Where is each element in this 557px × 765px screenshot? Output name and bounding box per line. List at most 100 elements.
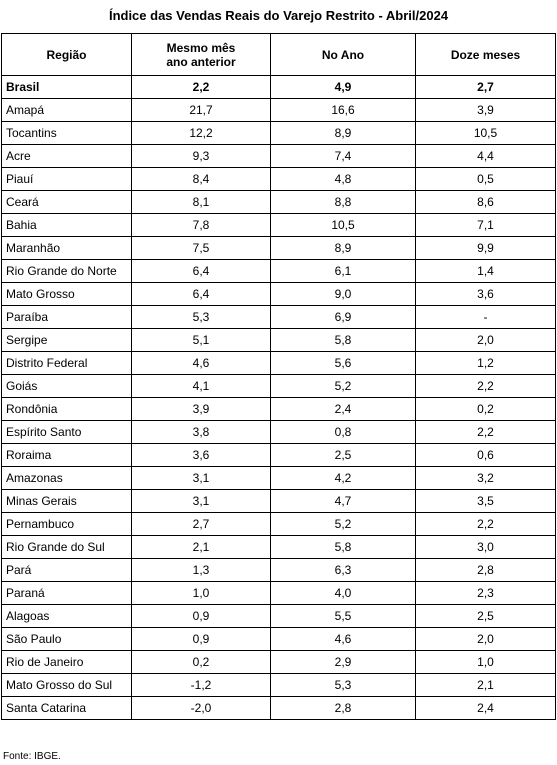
value-cell: 4,0 [270, 581, 416, 605]
value-cell: 2,2 [131, 75, 271, 99]
value-cell: 6,4 [131, 259, 271, 283]
table-row: Maranhão 7,5 8,9 9,9 [1, 236, 556, 260]
value-cell: 5,2 [270, 374, 416, 398]
value-cell: 2,4 [415, 696, 556, 720]
value-cell: 8,4 [131, 167, 271, 191]
value-cell: 7,5 [131, 236, 271, 260]
value-cell: 2,1 [131, 535, 271, 559]
value-cell: 6,1 [270, 259, 416, 283]
region-cell: Pernambuco [1, 512, 132, 536]
table-row: Amapá 21,7 16,6 3,9 [1, 98, 556, 122]
value-cell: 8,6 [415, 190, 556, 214]
value-cell: 3,9 [415, 98, 556, 122]
value-cell: 1,0 [131, 581, 271, 605]
value-cell: 4,4 [415, 144, 556, 168]
value-cell: 7,1 [415, 213, 556, 237]
region-cell: Pará [1, 558, 132, 582]
value-cell: 3,8 [131, 420, 271, 444]
value-cell: 3,9 [131, 397, 271, 421]
value-cell: 3,1 [131, 466, 271, 490]
value-cell: 2,3 [415, 581, 556, 605]
value-cell: 4,7 [270, 489, 416, 513]
value-cell: 0,9 [131, 604, 271, 628]
value-cell: 1,0 [415, 650, 556, 674]
value-cell: 4,1 [131, 374, 271, 398]
value-cell: 2,7 [415, 75, 556, 99]
value-cell: 1,2 [415, 351, 556, 375]
value-cell: 10,5 [270, 213, 416, 237]
value-cell: 4,6 [131, 351, 271, 375]
table-row: Rio Grande do Norte 6,4 6,1 1,4 [1, 259, 556, 283]
value-cell: 3,2 [415, 466, 556, 490]
value-cell: 3,6 [415, 282, 556, 306]
region-cell: Paraná [1, 581, 132, 605]
table-row: Rio de Janeiro 0,2 2,9 1,0 [1, 650, 556, 674]
value-cell: 21,7 [131, 98, 271, 122]
table-row: Paraíba 5,3 6,9- [1, 305, 556, 329]
value-cell: 6,9 [270, 305, 416, 329]
sales-table: Região Mesmo mês ano anterior No Ano Doze m… [1, 33, 556, 720]
value-cell: 8,9 [270, 236, 416, 260]
region-cell: Sergipe [1, 328, 132, 352]
value-cell: 0,2 [131, 650, 271, 674]
table-row: São Paulo 0,9 4,6 2,0 [1, 627, 556, 651]
value-cell: 9,0 [270, 282, 416, 306]
value-cell: 1,4 [415, 259, 556, 283]
value-cell: 5,8 [270, 328, 416, 352]
table-row: Alagoas 0,9 5,5 2,5 [1, 604, 556, 628]
region-cell: Goiás [1, 374, 132, 398]
region-cell: Amapá [1, 98, 132, 122]
value-cell: 10,5 [415, 121, 556, 145]
table-row: Bahia 7,8 10,5 7,1 [1, 213, 556, 237]
table-row: Goiás 4,1 5,2 2,2 [1, 374, 556, 398]
value-cell: 6,4 [131, 282, 271, 306]
value-cell: 3,0 [415, 535, 556, 559]
value-cell: 2,2 [415, 512, 556, 536]
source-note: Fonte: IBGE. [3, 751, 61, 762]
value-cell: 8,9 [270, 121, 416, 145]
header-row: Região Mesmo mês ano anterior No Ano Doze m… [1, 33, 556, 76]
table-row: Mato Grosso do Sul -1,2 5,3 2,1 [1, 673, 556, 697]
region-cell: Minas Gerais [1, 489, 132, 513]
region-cell: São Paulo [1, 627, 132, 651]
table-row: Brasil 2,2 4,9 2,7 [1, 75, 556, 99]
value-cell: 3,1 [131, 489, 271, 513]
value-cell: 8,8 [270, 190, 416, 214]
table-row: Santa Catarina -2,0 2,8 2,4 [1, 696, 556, 720]
value-cell: 4,8 [270, 167, 416, 191]
table-row: Sergipe 5,1 5,8 2,0 [1, 328, 556, 352]
value-cell: 9,3 [131, 144, 271, 168]
value-cell: 3,6 [131, 443, 271, 467]
region-cell: Paraíba [1, 305, 132, 329]
region-cell: Alagoas [1, 604, 132, 628]
value-cell: 2,0 [415, 328, 556, 352]
value-cell: 12,2 [131, 121, 271, 145]
region-cell: Amazonas [1, 466, 132, 490]
value-cell: 16,6 [270, 98, 416, 122]
table-row: Pará 1,3 6,3 2,8 [1, 558, 556, 582]
value-cell: 0,9 [131, 627, 271, 651]
value-cell: 5,6 [270, 351, 416, 375]
table-row: Rondônia 3,9 2,4 0,2 [1, 397, 556, 421]
region-cell: Maranhão [1, 236, 132, 260]
value-cell: 5,1 [131, 328, 271, 352]
value-cell: 2,8 [270, 696, 416, 720]
value-cell: 2,5 [415, 604, 556, 628]
value-cell: 4,9 [270, 75, 416, 99]
table-row: Piauí 8,4 4,8 0,5 [1, 167, 556, 191]
header-cell: Região [1, 33, 132, 76]
value-cell: 2,7 [131, 512, 271, 536]
table-row: Paraná 1,0 4,0 2,3 [1, 581, 556, 605]
header-cell: Mesmo mês ano anterior [131, 33, 271, 76]
value-cell: 1,3 [131, 558, 271, 582]
region-cell: Rio Grande do Sul [1, 535, 132, 559]
table-row: Pernambuco 2,7 5,2 2,2 [1, 512, 556, 536]
region-cell: Mato Grosso do Sul [1, 673, 132, 697]
value-cell: 5,3 [131, 305, 271, 329]
region-cell: Rondônia [1, 397, 132, 421]
value-cell: 2,2 [415, 420, 556, 444]
region-cell: Distrito Federal [1, 351, 132, 375]
table-row: Roraima 3,6 2,5 0,6 [1, 443, 556, 467]
region-cell: Ceará [1, 190, 132, 214]
